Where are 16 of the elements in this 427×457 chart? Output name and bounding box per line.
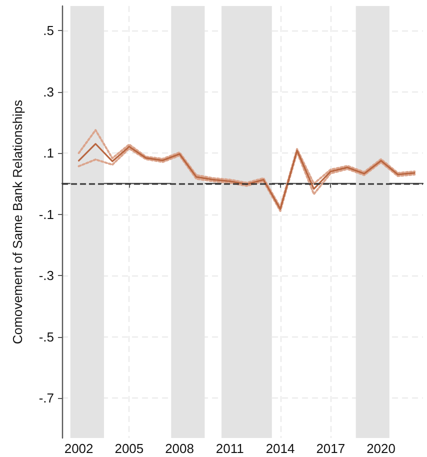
y-tick-label: .5 (43, 23, 54, 38)
x-tick-label: 2014 (266, 441, 295, 456)
y-axis-title: Comovement of Same Bank Relationships (10, 99, 25, 344)
y-tick-label: .3 (43, 84, 54, 100)
y-tick-label: .1 (43, 146, 54, 161)
x-tick-label: 2011 (216, 441, 244, 456)
y-tick-label: -.3 (38, 268, 54, 284)
x-tick-label: 2005 (114, 441, 144, 456)
x-tick-label: 2008 (165, 441, 194, 456)
x-tick-label: 2020 (366, 441, 396, 456)
x-tick-label: 2002 (64, 441, 94, 456)
y-tick-label: -.1 (38, 206, 54, 222)
y-tick-label: -.7 (38, 390, 54, 406)
line-series (78, 129, 416, 208)
y-tick-label: -.5 (38, 329, 54, 344)
x-tick-label: 2017 (316, 441, 346, 456)
